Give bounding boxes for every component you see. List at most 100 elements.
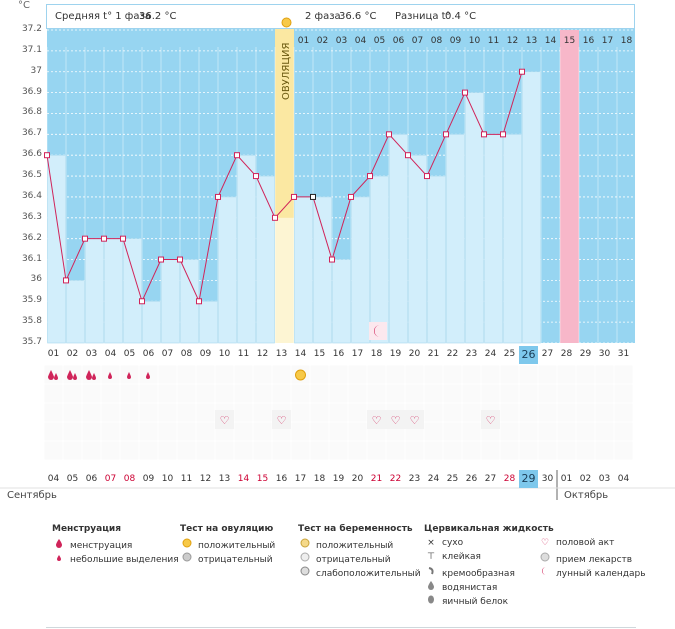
marker-cell: [594, 364, 615, 385]
marker-cell: [366, 440, 387, 461]
spotting-drop-icon: [108, 372, 112, 379]
marker-cell: [461, 402, 482, 423]
calendar-date-label: 10: [161, 474, 174, 484]
marker-cell: [328, 421, 349, 442]
y-tick-label: 36.6: [21, 149, 42, 160]
next-cycle-day-label: 17: [602, 36, 613, 46]
temperature-bar: [123, 238, 142, 344]
phase1-label: Средняя t° 1 фаза: [55, 11, 151, 22]
heart-cell-bg: [367, 410, 386, 429]
menstruation-drop-icon: [67, 370, 73, 380]
marker-cell: [442, 440, 463, 461]
temperature-point: [139, 298, 145, 305]
sun-positive-icon: [180, 538, 194, 551]
marker-cell: [62, 440, 83, 461]
marker-cell: [613, 364, 634, 385]
marker-cell: [404, 364, 425, 385]
marker-cell: [575, 383, 596, 404]
marker-cell: [233, 364, 254, 385]
next-cycle-day-label: 14: [545, 36, 557, 46]
spotting-drop-icon: [146, 372, 150, 379]
legend-cervical-watery: водянистая: [424, 580, 497, 593]
marker-cell: [214, 383, 235, 404]
temperature-bar: [161, 259, 180, 344]
marker-cell: [233, 402, 254, 423]
marker-cell: [328, 364, 349, 385]
temperature-bar: [332, 259, 351, 344]
marker-cell: [176, 383, 197, 404]
marker-cell: [309, 364, 330, 385]
marker-cell: [556, 440, 577, 461]
marker-cell: [81, 402, 102, 423]
ovulation-sun-icon: [281, 13, 292, 32]
cycle-day-label: 06: [142, 349, 155, 359]
legend-ovtest-positive: положительный: [180, 538, 275, 551]
calendar-date-label: 27: [484, 474, 497, 484]
cycle-day-label: 14: [294, 349, 307, 359]
marker-cell: [176, 421, 197, 442]
marker-cell: [43, 440, 64, 461]
next-cycle-day-label: 10: [469, 36, 481, 46]
legend-cervical-eggwhite: яичный белок: [424, 594, 508, 607]
temperature-point: [44, 152, 50, 159]
marker-cell: [594, 402, 615, 423]
marker-cell: [233, 383, 254, 404]
next-cycle-day-label: 07: [412, 36, 423, 46]
marker-cell: [423, 364, 444, 385]
marker-cell: [499, 421, 520, 442]
legend-cervical-eggwhite-label: яичный белок: [442, 597, 509, 607]
temperature-bar: [47, 154, 66, 344]
calendar-date-label: 09: [142, 474, 155, 484]
menstruation-drop-icon: [48, 370, 54, 380]
marker-cell: [518, 383, 539, 404]
temperature-bar: [389, 134, 408, 344]
temperature-bar: [522, 71, 541, 344]
month-september: Сентябрь: [7, 490, 57, 501]
temperature-point: [405, 152, 411, 159]
test-weak-icon: [298, 566, 312, 579]
y-tick-label: 36.5: [21, 170, 42, 181]
temperature-point: [462, 89, 468, 96]
calendar-date-label: 13: [218, 474, 231, 484]
legend-pregtest-weak-label: слабоположительный: [316, 569, 421, 579]
temperature-point: [253, 173, 259, 180]
chart-header: Средняя t° 1 фаза 36.2 °C 2 фаза 36.6 °C…: [46, 4, 635, 29]
marker-cell: [100, 402, 121, 423]
legend-pregtest-positive-label: положительный: [316, 541, 394, 551]
y-tick-label: 36.3: [21, 211, 42, 222]
legend-ovtest-negative: отрицательный: [180, 552, 273, 565]
cycle-day-label: 04: [104, 349, 117, 359]
temperature-bar: [180, 259, 199, 344]
next-cycle-day-label: 08: [431, 36, 443, 46]
marker-cell: [613, 383, 634, 404]
calendar-date-label: 04: [47, 474, 60, 484]
ovulation-label: ОВУЛЯЦИЯ: [281, 42, 292, 101]
marker-cell: [43, 402, 64, 423]
calendar-date-label: 08: [123, 474, 136, 484]
calendar-date-label: 14: [237, 474, 250, 484]
marker-cell: [233, 421, 254, 442]
calendar-date-label: 06: [85, 474, 98, 484]
temperature-point: [234, 152, 240, 159]
calendar-date-label: 18: [313, 474, 326, 484]
marker-cell: [423, 421, 444, 442]
legend-pregtest-positive: положительный: [298, 538, 393, 551]
marker-cell: [271, 364, 292, 385]
marker-cell: [290, 402, 311, 423]
legend-cervical-creamy: кремообразная: [424, 566, 515, 579]
cycle-day-label: 26: [519, 346, 538, 364]
marker-cell: [442, 383, 463, 404]
marker-cell: [100, 383, 121, 404]
legend-menstruation: менструация: [52, 538, 132, 551]
legend-spotting-label: небольшие выделения: [70, 555, 179, 565]
marker-cell: [157, 440, 178, 461]
legend-ovtest-title: Тест на овуляцию: [180, 524, 274, 534]
menstruation-drop-icon: [73, 373, 77, 380]
next-cycle-day-label: 02: [317, 36, 328, 46]
marker-cell: [537, 440, 558, 461]
marker-cell: [347, 383, 368, 404]
marker-cell: [195, 402, 216, 423]
next-cycle-day-label: 05: [374, 36, 385, 46]
legend-pregtest-title: Тест на беременность: [298, 524, 413, 534]
next-cycle-day-label: 18: [621, 36, 633, 46]
